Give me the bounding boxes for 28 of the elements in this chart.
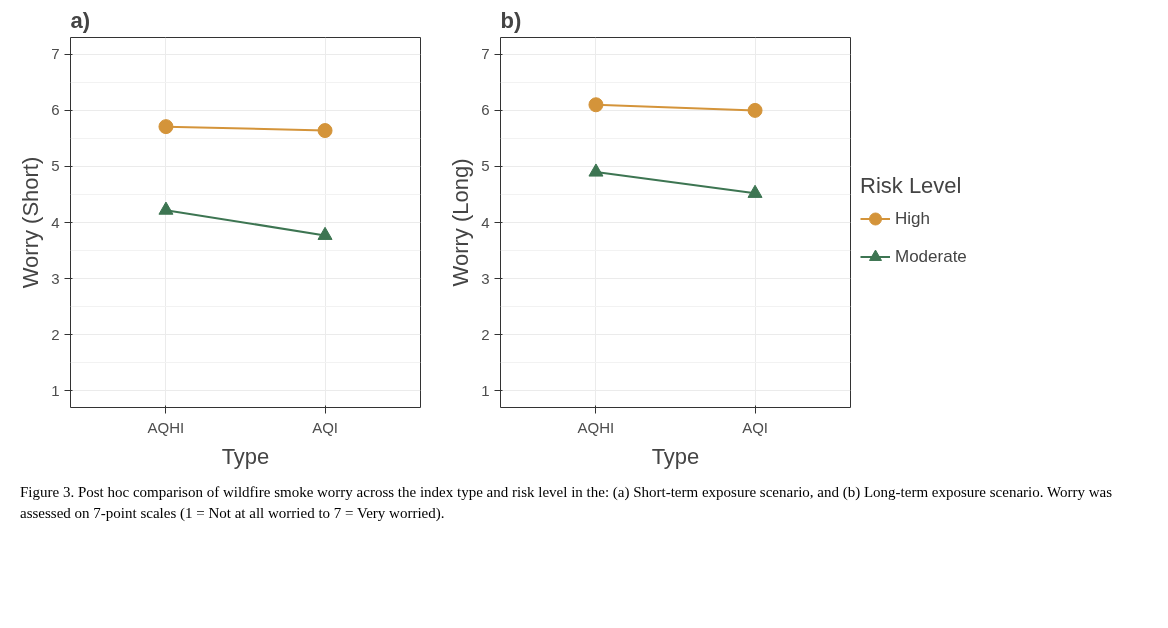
y-tick-label: 6: [481, 101, 490, 119]
y-axis-title: Worry (Short): [18, 156, 44, 289]
y-tick-label: 5: [481, 157, 490, 175]
legend-title: Risk Level: [860, 172, 963, 199]
y-tick-label: 4: [51, 213, 60, 231]
y-tick-label: 3: [481, 269, 490, 287]
y-tick-label: 4: [481, 213, 490, 231]
caption: Figure 3. Post hoc comparison of wildfire smoke worry across the index type and risk level in the: (a) Short-term exposure scenario, and (b) Long-term exposure scenario. Worry was assessed on 7-point scales (1 = Not at all worried to 7 = Very worried).: [20, 483, 1113, 524]
legend-label: High: [895, 208, 930, 229]
x-tick-label: AQI: [312, 418, 338, 436]
y-axis-title: Worry (Long): [448, 158, 474, 287]
y-tick-label: 5: [51, 157, 60, 175]
y-tick-label: 7: [51, 45, 60, 63]
y-tick-label: 3: [51, 269, 60, 287]
y-tick-label: 7: [481, 45, 490, 63]
x-axis-title: Type: [221, 443, 270, 469]
y-tick-label: 2: [51, 325, 60, 343]
x-tick-label: AQHI: [147, 418, 185, 436]
y-tick-label: 2: [481, 325, 490, 343]
y-tick-label: 6: [51, 101, 60, 119]
x-axis-title: Type: [651, 443, 700, 469]
x-tick-label: AQHI: [577, 418, 615, 436]
chart-title: b): [500, 7, 522, 33]
y-tick-label: 1: [481, 381, 490, 399]
legend-label: Moderate: [895, 246, 967, 267]
chart-title: a): [70, 7, 91, 33]
y-tick-label: 1: [51, 381, 60, 399]
x-tick-label: AQI: [742, 418, 768, 436]
